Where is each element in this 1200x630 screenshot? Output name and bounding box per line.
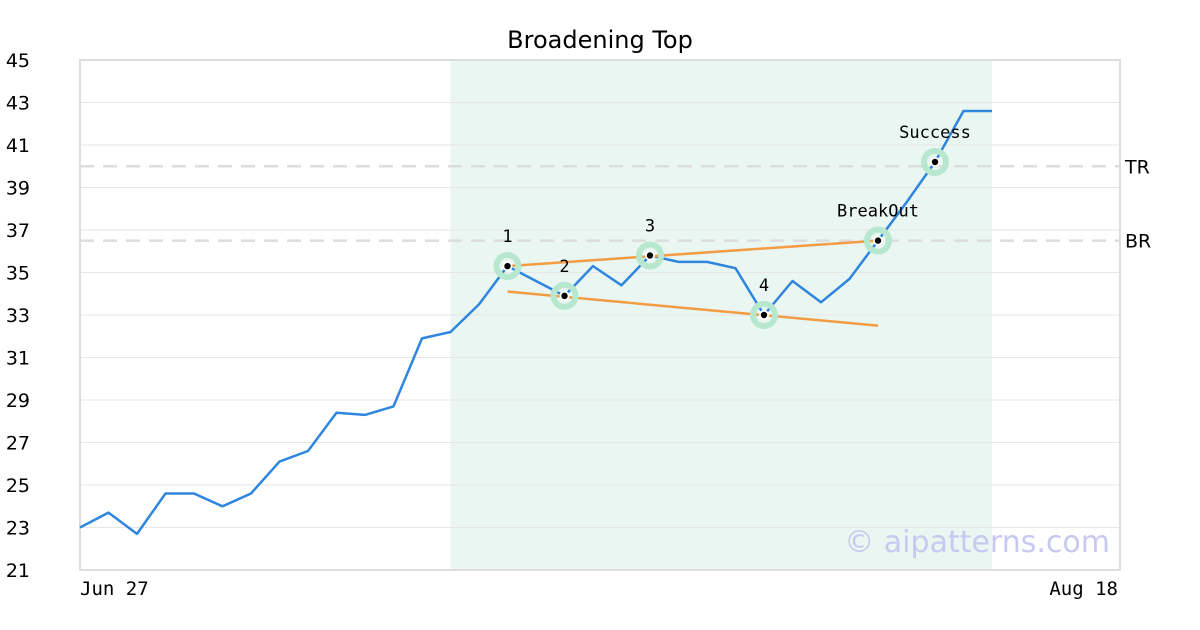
point-dot-3 (646, 252, 654, 259)
y-tick-label: 29 (6, 390, 30, 412)
point-halo-breakout (864, 226, 892, 255)
grid-layer (80, 102, 1120, 528)
level-lines-layer: TR BR (80, 156, 1151, 253)
point-halo-2 (550, 281, 579, 310)
y-tick-label: 25 (6, 475, 30, 497)
y-tick-label: 41 (6, 135, 30, 157)
pattern-points-layer: 1 2 3 4 BreakOut Success (493, 123, 971, 329)
point-label-3: 3 (645, 217, 655, 237)
level-label-br: BR (1125, 231, 1151, 253)
point-label-success: Success (899, 123, 971, 143)
point-halo-3 (636, 241, 664, 270)
y-tick-label: 43 (6, 93, 30, 115)
plot-frame (79, 59, 1121, 571)
point-dot-success (931, 158, 939, 166)
level-label-tr: TR (1124, 156, 1150, 178)
y-tick-label: 27 (6, 433, 30, 455)
y-tick-label: 31 (6, 348, 30, 370)
point-halo-1 (493, 252, 522, 281)
point-label-1: 1 (502, 227, 512, 247)
point-halo-success (921, 148, 949, 176)
point-dot-1 (504, 262, 511, 270)
y-tick-label: 21 (6, 560, 30, 582)
y-tick-label: 35 (6, 263, 30, 285)
y-tick-label: 37 (6, 220, 30, 242)
point-label-2: 2 (559, 257, 569, 277)
point-dot-2 (561, 292, 568, 300)
y-tick-label: 33 (6, 305, 30, 327)
x-tick-start: Jun 27 (80, 578, 149, 600)
chart-title: Broadening Top (507, 26, 693, 54)
upper-trendline (507, 239, 879, 268)
y-tick-label: 39 (6, 178, 30, 200)
y-tick-label: 23 (6, 518, 30, 540)
point-dot-4 (760, 311, 768, 319)
point-dot-breakout (874, 237, 882, 244)
y-axis-ticks: 21 23 25 27 29 31 33 35 37 39 41 43 45 (6, 50, 30, 582)
x-tick-end: Aug 18 (1049, 578, 1118, 600)
price-series-line (79, 109, 992, 536)
watermark: © aipatterns.com (844, 525, 1110, 560)
y-tick-label: 45 (6, 50, 30, 72)
series-layer (79, 109, 992, 536)
point-label-4: 4 (759, 276, 769, 296)
point-label-breakout: BreakOut (837, 202, 919, 222)
point-halo-4 (750, 301, 778, 329)
